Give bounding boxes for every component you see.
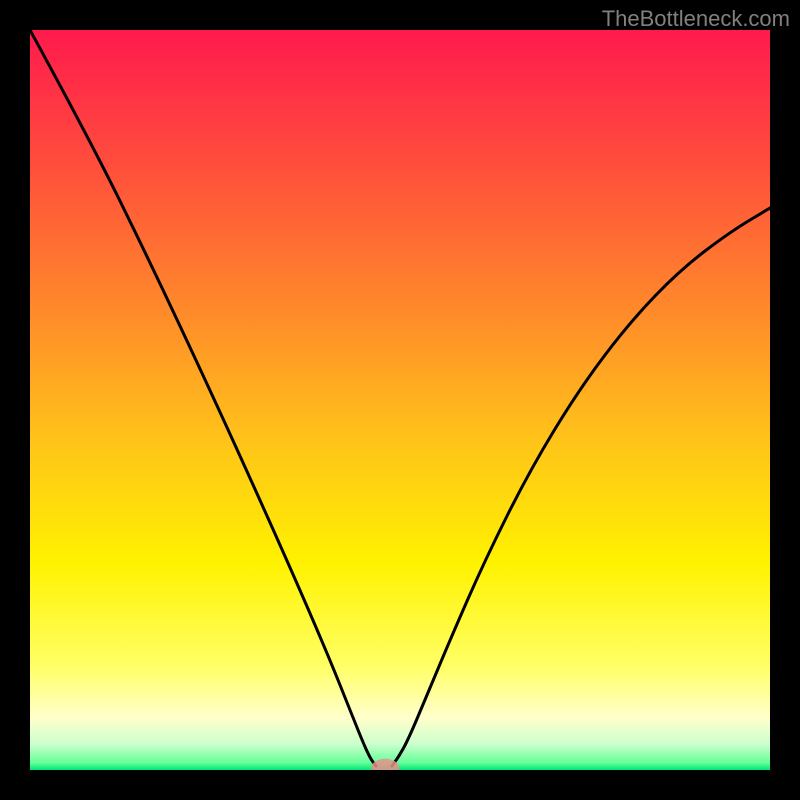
bottleneck-curve — [30, 30, 770, 770]
watermark-text: TheBottleneck.com — [602, 6, 790, 32]
plot-area — [30, 30, 770, 770]
chart-container: TheBottleneck.com — [0, 0, 800, 800]
